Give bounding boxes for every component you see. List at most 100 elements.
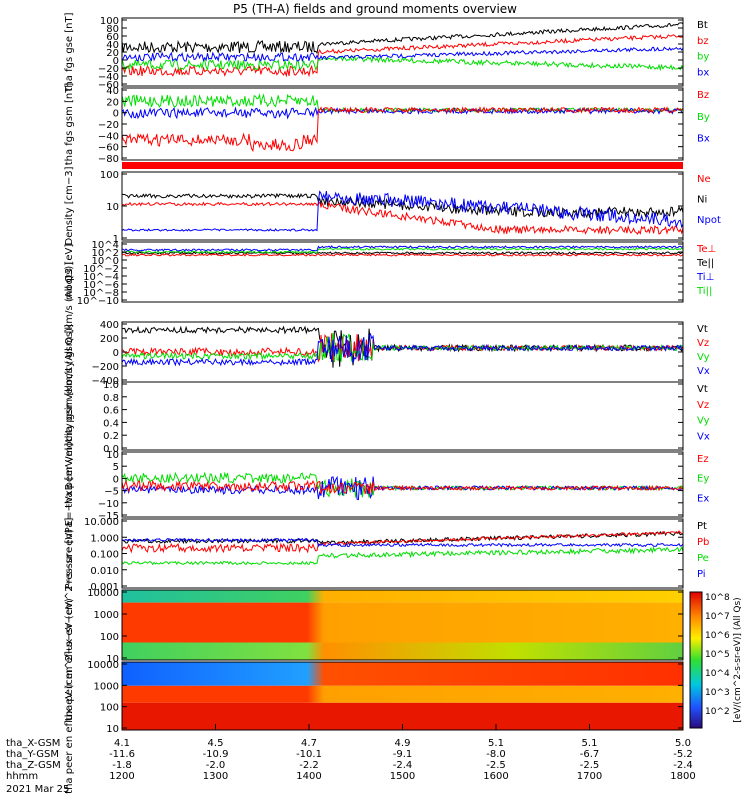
series-Bx — [121, 106, 684, 120]
legend-Vx: Vx — [697, 366, 710, 377]
y-tick-label: 100 — [100, 632, 119, 643]
electron-spectrogram — [122, 662, 683, 730]
legend-Npot: Npot — [697, 215, 721, 226]
y-tick-label: −200 — [92, 362, 119, 373]
legend-Bt: Bt — [697, 20, 708, 31]
y-axis-label: tha fgs gse [nT] — [64, 12, 75, 91]
y-tick-label: 1000 — [94, 681, 119, 692]
y-axis-label: Pressure [nPa] — [64, 518, 75, 590]
y-tick-label: −15 — [98, 511, 119, 522]
y-tick-label: 100 — [100, 170, 119, 181]
hhmm-label: 1600 — [483, 771, 508, 782]
y-tick-label: −10 — [98, 499, 119, 510]
series-Npot — [121, 190, 684, 232]
legend-Pe: Pe — [697, 553, 709, 564]
hhmm-label: 1700 — [577, 771, 602, 782]
y-axis-label: tha peer en eflux eV (cm^2−s−sr−eV) — [64, 598, 75, 794]
hhmm-label: 1300 — [203, 771, 228, 782]
y-axis-label: E=−VxB [mV/m] — [64, 443, 75, 526]
legend-Pt: Pt — [697, 521, 707, 532]
y-tick-label: 0.6 — [103, 406, 119, 417]
legend-Vx: Vx — [697, 431, 710, 442]
y-tick-label: 10^4 — [92, 240, 119, 251]
y-tick-label: 0.010 — [90, 566, 119, 577]
y-tick-label: 0.2 — [103, 431, 119, 442]
y-tick-label: 0 — [113, 474, 119, 485]
series-Pe — [121, 545, 684, 566]
series-Pt — [121, 530, 684, 546]
y-gsm-label: -10.1 — [296, 749, 322, 760]
y-tick-label: 10 — [106, 450, 119, 461]
legend-Ti||: Ti|| — [696, 286, 712, 297]
z-gsm-label: -2.4 — [673, 760, 693, 771]
series-Pi — [121, 537, 684, 548]
z-gsm-label: -1.8 — [112, 760, 132, 771]
panel-frame — [121, 381, 684, 451]
colorbar-tick-label: 10^7 — [705, 612, 730, 622]
series-Ez — [121, 479, 684, 495]
series-Tipar — [121, 247, 684, 254]
hhmm-label: 1400 — [296, 771, 321, 782]
y-tick-label: 10 — [106, 724, 119, 735]
y-tick-label: 0.8 — [103, 393, 119, 404]
date-label: 2021 Mar 25 — [6, 784, 69, 795]
y-tick-label: 0.0 — [103, 444, 119, 455]
y-tick-label: 40 — [106, 40, 119, 51]
legend-Pb: Pb — [697, 537, 709, 548]
colorbar — [689, 591, 703, 729]
legend-Vz: Vz — [697, 338, 709, 349]
y-tick-label: −40 — [98, 131, 119, 142]
y-gsm-label: -6.7 — [580, 749, 600, 760]
y-tick-label: 100 — [100, 703, 119, 714]
y-tick-label: 400 — [100, 320, 119, 331]
y-axis-label: tha peir velocity gsm [km/s (All Qs)] — [64, 262, 75, 443]
hhmm-label: 1500 — [390, 771, 415, 782]
y-axis-label: Density [cm−3] — [64, 166, 75, 245]
colorbar-label: [eV/(cm^2-s-sr-eV)] (All Qs) — [733, 597, 743, 722]
legend-Te⊥: Te⊥ — [696, 244, 716, 255]
y-tick-label: 10^−6 — [83, 280, 119, 291]
y-tick-label: 40 — [106, 86, 119, 97]
y-tick-label: 0 — [113, 348, 119, 359]
legend-By: By — [697, 112, 710, 123]
y-gsm-label: -11.6 — [109, 749, 135, 760]
y-tick-label: 0 — [113, 109, 119, 120]
y-tick-label: 10^0 — [92, 256, 119, 267]
legend-Ex: Ex — [697, 493, 709, 504]
y-tick-label: −20 — [98, 120, 119, 131]
legend-Ni: Ni — [697, 195, 707, 206]
y-tick-label: 1.0 — [103, 380, 119, 391]
series-Ey — [121, 471, 684, 498]
time-axis-row-label: tha_Y-GSM — [6, 749, 59, 760]
x-gsm-label: 5.0 — [675, 738, 691, 749]
y-axis-label: tha peir en eflux eV (cm^2−s−sr−eV) — [64, 529, 75, 721]
y-tick-label: 10^−8 — [83, 288, 119, 299]
colorbar-tick-label: 10^8 — [705, 593, 730, 603]
y-tick-label: 10 — [106, 654, 119, 665]
y-tick-label: 10^−4 — [83, 272, 119, 283]
legend-Bz: Bz — [697, 90, 709, 101]
legend-Vy: Vy — [697, 352, 710, 363]
series-Ne — [121, 200, 684, 236]
legend-Pi: Pi — [697, 569, 706, 580]
series-Tiperp — [121, 245, 684, 252]
ion-spectrogram-band — [122, 642, 683, 660]
electron-spectrogram-band — [122, 662, 683, 686]
legend-Vt: Vt — [697, 324, 708, 335]
y-axis-label: tha peer velocity gsm [km/s (All Qs)] — [64, 324, 75, 508]
y-axis-label: tha fgs gsm [nT] — [64, 83, 75, 166]
ion-spectrogram — [122, 590, 683, 660]
panel-frame — [121, 451, 684, 518]
y-tick-label: 1000 — [94, 610, 119, 621]
series-Bt — [121, 22, 684, 55]
legend-Bx: Bx — [697, 134, 710, 145]
series-Bz — [121, 105, 684, 153]
colorbar-tick-label: 10^3 — [705, 688, 730, 698]
y-tick-label: 10 — [106, 202, 119, 213]
x-gsm-label: 4.1 — [114, 738, 130, 749]
y-tick-label: 10^−10 — [77, 296, 119, 307]
y-tick-label: 0.4 — [103, 418, 119, 429]
y-tick-label: 1 — [113, 234, 119, 245]
x-gsm-label: 5.1 — [582, 738, 598, 749]
